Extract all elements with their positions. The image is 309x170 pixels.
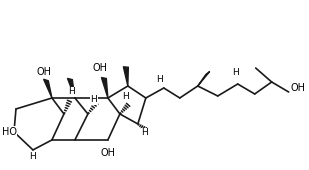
Text: H: H: [69, 88, 75, 97]
Polygon shape: [123, 67, 128, 86]
Polygon shape: [44, 79, 52, 98]
Text: H: H: [142, 129, 148, 137]
Polygon shape: [67, 78, 75, 98]
Text: HO: HO: [2, 127, 17, 137]
Text: H: H: [232, 67, 239, 76]
Polygon shape: [198, 72, 210, 86]
Text: OH: OH: [92, 63, 108, 73]
Text: H: H: [156, 74, 163, 83]
Text: OH: OH: [291, 83, 306, 93]
Text: H: H: [91, 96, 97, 105]
Text: OH: OH: [36, 67, 51, 77]
Text: OH: OH: [100, 148, 115, 158]
Text: H: H: [30, 152, 36, 161]
Polygon shape: [101, 78, 108, 98]
Text: H: H: [122, 92, 129, 101]
